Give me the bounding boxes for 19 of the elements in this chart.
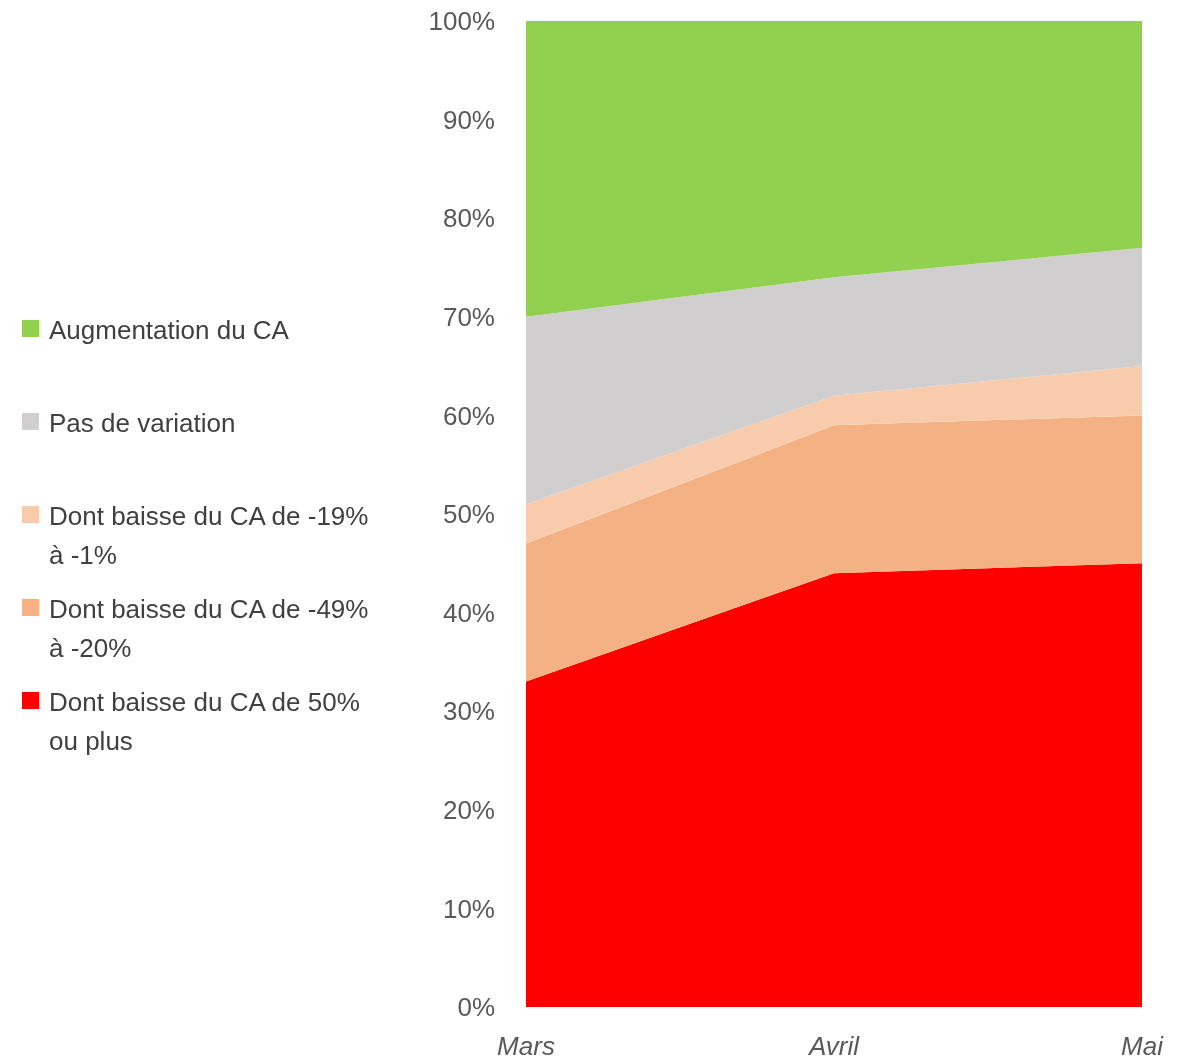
legend-label: Pas de variation <box>49 408 236 439</box>
y-tick-label: 80% <box>442 203 495 234</box>
y-tick-label: 0% <box>457 992 495 1023</box>
y-tick-label: 40% <box>442 597 495 628</box>
y-tick-label: 90% <box>442 104 495 135</box>
x-tick-label: Avril <box>806 1031 861 1062</box>
y-tick-label: 70% <box>442 301 495 332</box>
y-tick-label: 60% <box>442 400 495 431</box>
y-tick-label: 30% <box>442 696 495 727</box>
x-tick-label: Mars <box>497 1031 555 1062</box>
y-tick-label: 10% <box>442 893 495 924</box>
legend-label: Dont baisse du CA de -19% à -1% <box>49 501 369 571</box>
legend-label: Augmentation du CA <box>49 315 290 346</box>
legend-label: Dont baisse du CA de -49% à -20% <box>49 594 369 664</box>
y-tick-label: 50% <box>442 499 495 530</box>
legend-label: Dont baisse du CA de 50% ou plus <box>49 687 360 757</box>
x-tick-label: Mai <box>1121 1031 1165 1062</box>
y-tick-label: 100% <box>428 6 495 37</box>
y-tick-label: 20% <box>442 794 495 825</box>
